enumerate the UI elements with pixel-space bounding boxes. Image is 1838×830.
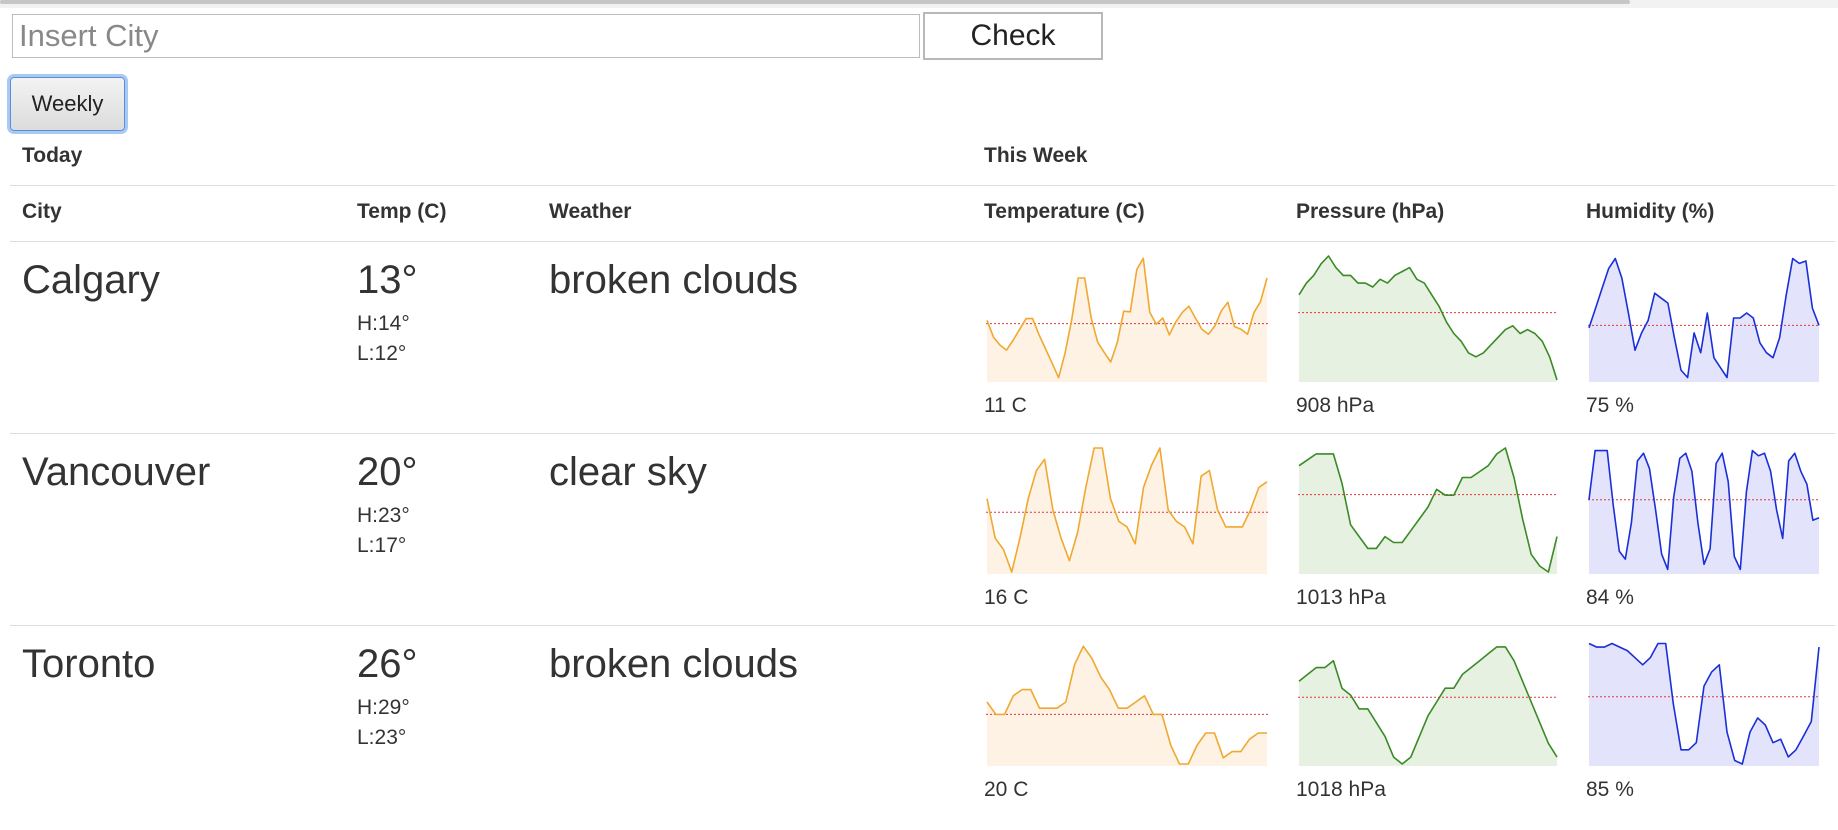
group-header-this-week: This Week bbox=[984, 144, 1088, 167]
divider bbox=[10, 625, 1835, 626]
pressure-sparkline bbox=[1298, 447, 1558, 574]
temperature-area bbox=[987, 258, 1267, 382]
column-header-pressure: Pressure (hPa) bbox=[1296, 200, 1445, 223]
table-row-calgary: Calgary 13° H:14° L:12° broken clouds 11… bbox=[0, 242, 1838, 434]
temperature-series-line bbox=[986, 257, 1268, 379]
humidity-area bbox=[1589, 450, 1819, 574]
column-header-temp: Temp (C) bbox=[357, 200, 447, 223]
table-row-toronto: Toronto 26° H:29° L:23° broken clouds 20… bbox=[0, 626, 1838, 818]
city-search-input[interactable] bbox=[12, 14, 920, 58]
column-header-humidity: Humidity (%) bbox=[1586, 200, 1715, 223]
humidity-sparkline bbox=[1588, 257, 1820, 382]
low-temp: L:23° bbox=[357, 726, 407, 749]
humidity-area bbox=[1589, 643, 1819, 766]
weekly-toggle-button[interactable]: Weekly bbox=[10, 77, 125, 131]
scrollbar-thumb[interactable] bbox=[0, 0, 1630, 4]
column-header-temperature: Temperature (C) bbox=[984, 200, 1145, 223]
weather-description: broken clouds bbox=[549, 258, 799, 302]
temperature-sparkline bbox=[986, 645, 1268, 766]
high-temp: H:23° bbox=[357, 504, 410, 527]
temperature-average: 20 C bbox=[984, 778, 1029, 801]
humidity-average: 85 % bbox=[1586, 778, 1634, 801]
humidity-average: 84 % bbox=[1586, 586, 1634, 609]
humidity-sparkline bbox=[1588, 642, 1820, 766]
pressure-average: 1013 hPa bbox=[1296, 586, 1386, 609]
divider bbox=[10, 241, 1835, 242]
humidity-sparkline bbox=[1588, 449, 1820, 574]
group-header-today: Today bbox=[22, 144, 83, 167]
pressure-average: 1018 hPa bbox=[1296, 778, 1386, 801]
city-name: Vancouver bbox=[22, 450, 211, 494]
current-temp: 13° bbox=[357, 258, 418, 302]
temperature-area bbox=[987, 448, 1267, 574]
divider bbox=[10, 433, 1835, 434]
temperature-series-line bbox=[986, 645, 1267, 765]
table-row-vancouver: Vancouver 20° H:23° L:17° clear sky 16 C… bbox=[0, 434, 1838, 626]
pressure-area bbox=[1299, 256, 1557, 382]
humidity-series-line bbox=[1588, 449, 1820, 571]
high-temp: H:29° bbox=[357, 696, 410, 719]
low-temp: L:17° bbox=[357, 534, 407, 557]
pressure-average: 908 hPa bbox=[1296, 394, 1375, 417]
humidity-average: 75 % bbox=[1586, 394, 1634, 417]
city-name: Toronto bbox=[22, 642, 156, 686]
divider bbox=[10, 185, 1835, 186]
pressure-sparkline bbox=[1298, 255, 1558, 382]
humidity-series-line bbox=[1588, 257, 1820, 379]
column-header-city: City bbox=[22, 200, 62, 223]
temperature-series-line bbox=[986, 447, 1268, 573]
low-temp: L:12° bbox=[357, 342, 407, 365]
pressure-area bbox=[1299, 646, 1557, 766]
city-name: Calgary bbox=[22, 258, 160, 302]
weather-description: broken clouds bbox=[549, 642, 799, 686]
check-button[interactable]: Check bbox=[923, 12, 1103, 60]
current-temp: 26° bbox=[357, 642, 418, 686]
temperature-area bbox=[987, 646, 1267, 766]
weather-description: clear sky bbox=[549, 450, 707, 494]
temperature-sparkline bbox=[986, 257, 1268, 382]
pressure-sparkline bbox=[1298, 646, 1558, 766]
pressure-series-line bbox=[1298, 255, 1558, 381]
temperature-average: 16 C bbox=[984, 586, 1029, 609]
humidity-series-line bbox=[1588, 642, 1820, 765]
column-header-weather: Weather bbox=[549, 200, 632, 223]
humidity-area bbox=[1589, 258, 1819, 382]
current-temp: 20° bbox=[357, 450, 418, 494]
temperature-sparkline bbox=[986, 447, 1268, 574]
horizontal-scrollbar[interactable] bbox=[0, 0, 1838, 8]
temperature-average: 11 C bbox=[984, 394, 1027, 417]
high-temp: H:14° bbox=[357, 312, 410, 335]
pressure-series-line bbox=[1298, 646, 1558, 765]
pressure-series-line bbox=[1298, 447, 1558, 573]
